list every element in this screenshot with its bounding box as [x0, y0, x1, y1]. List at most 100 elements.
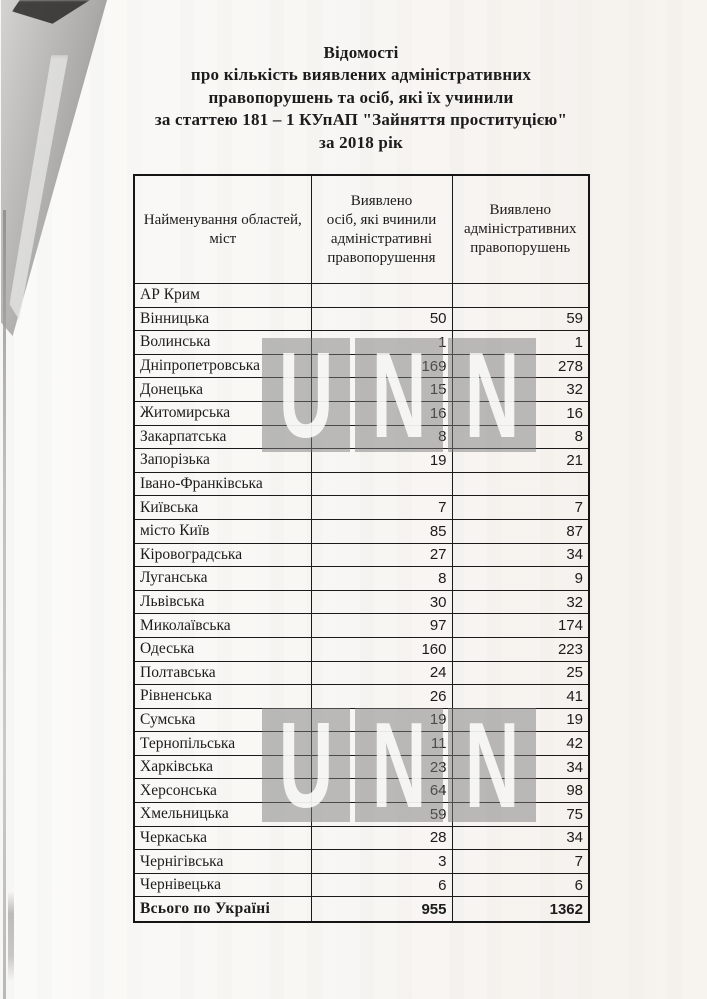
region-cell: Київська: [133, 495, 312, 520]
persons-cell: 16: [310, 400, 453, 426]
header-persons-column: Виявлено осіб, які вчинили адміністратив…: [310, 174, 453, 284]
table-row: Херсонська 64 98: [133, 778, 590, 804]
table-row: Сумська 19 19: [133, 707, 590, 733]
offenses-cell: [451, 283, 590, 308]
offenses-cell: 16: [451, 400, 590, 426]
region-cell: Волинська: [133, 330, 312, 355]
persons-cell: [310, 471, 453, 497]
offenses-cell: 7: [451, 495, 590, 520]
table-row: Закарпатська 8 8: [133, 424, 590, 450]
persons-cell: 15: [310, 377, 453, 402]
offenses-cell: 59: [451, 306, 590, 332]
offenses-table: Найменування областей, міст Виявлено осі…: [133, 174, 590, 924]
offenses-cell: 25: [451, 660, 590, 686]
offenses-cell: 34: [451, 825, 590, 851]
table-row: Львівська 30 32: [133, 589, 590, 615]
table-row: місто Київ 85 87: [133, 518, 590, 544]
region-cell: Одеська: [133, 636, 312, 662]
region-cell: Чернігівська: [133, 849, 312, 874]
offenses-cell: 34: [451, 754, 590, 780]
region-cell: Миколаївська: [133, 613, 312, 638]
table-row: Тернопільська 11 42: [133, 731, 590, 756]
table-row: Вінницька 50 59: [133, 306, 590, 332]
offenses-cell: 9: [451, 566, 590, 591]
region-cell: Кіровоградська: [133, 542, 312, 568]
table-row: Київська 7 7: [133, 495, 590, 520]
offenses-cell: 42: [451, 731, 590, 756]
offenses-cell: [451, 471, 590, 497]
region-cell: місто Київ: [133, 518, 312, 544]
table-row: Черкаська 28 34: [133, 825, 590, 851]
offenses-cell: 223: [451, 636, 590, 662]
table-row: Полтавська 24 25: [133, 660, 590, 686]
offenses-cell: 21: [451, 448, 590, 473]
table-row: Кіровоградська 27 34: [133, 542, 590, 568]
region-cell: Вінницька: [133, 306, 312, 332]
region-cell: Донецька: [133, 377, 312, 402]
table-row: Дніпропетровська 169 278: [133, 353, 590, 379]
region-cell: Чернівецька: [133, 872, 312, 898]
table-row: Рівненська 26 41: [133, 684, 590, 709]
offenses-cell: 6: [451, 872, 590, 898]
offenses-cell: 8: [451, 424, 590, 450]
offenses-cell: 174: [451, 613, 590, 638]
title-line-5: за 2018 рік: [318, 132, 403, 152]
region-cell: Житомирська: [133, 400, 312, 426]
table-row: Харківська 23 34: [133, 754, 590, 780]
offenses-cell: 32: [451, 589, 590, 615]
offenses-cell: 75: [451, 802, 590, 827]
region-cell: Івано-Франківська: [133, 471, 312, 497]
region-cell: АР Крим: [133, 283, 312, 308]
persons-cell: 24: [310, 660, 453, 686]
region-cell: Луганська: [133, 566, 312, 591]
persons-cell: 59: [310, 802, 453, 827]
table-row: Миколаївська 97 174: [133, 613, 590, 638]
persons-cell: 3: [310, 849, 453, 874]
title-line-1: Відомості: [323, 43, 399, 62]
title-line-4: за статтею 181 – 1 КУпАП "Зайняття прост…: [154, 110, 568, 130]
region-cell: Львівська: [133, 589, 312, 615]
header-offenses-column: Виявлено адміністративних правопорушень: [451, 174, 590, 284]
region-cell: Черкаська: [133, 825, 312, 851]
persons-cell: 28: [310, 825, 453, 851]
total-persons-value: 955: [310, 896, 453, 923]
persons-cell: 30: [310, 589, 453, 615]
total-offenses-value: 1362: [451, 896, 590, 923]
persons-cell: 1: [310, 330, 453, 355]
persons-cell: 26: [310, 684, 453, 709]
persons-cell: 169: [310, 353, 453, 379]
offenses-cell: 19: [451, 707, 590, 733]
region-cell: Сумська: [133, 707, 312, 733]
table-row: Чернігівська 3 7: [133, 849, 590, 874]
header-region-column: Найменування областей, міст: [133, 174, 312, 284]
table-row: Хмельницька 59 75: [133, 802, 590, 827]
offenses-cell: 98: [451, 778, 590, 804]
offenses-cell: 87: [451, 518, 590, 544]
scan-artifact-bottom-left-bar: [8, 891, 14, 981]
offenses-cell: 278: [451, 353, 590, 379]
region-cell: Херсонська: [133, 778, 312, 804]
persons-cell: [310, 283, 453, 308]
persons-cell: 19: [310, 707, 453, 733]
table-row: Волинська 1 1: [133, 330, 590, 355]
persons-cell: 19: [310, 448, 453, 473]
title-line-3: правопорушень та осіб, які їх учинили: [208, 87, 514, 107]
persons-cell: 64: [310, 778, 453, 804]
title-line-2: про кількість виявлених адміністративних: [190, 65, 532, 85]
persons-cell: 97: [310, 613, 453, 638]
persons-cell: 7: [310, 495, 453, 520]
region-cell: Харківська: [133, 754, 312, 780]
region-cell: Запорізька: [133, 448, 312, 473]
table-row: Івано-Франківська: [133, 471, 590, 497]
offenses-cell: 7: [451, 849, 590, 874]
persons-cell: 160: [310, 636, 453, 662]
table-row: Запорізька 19 21: [133, 448, 590, 473]
region-cell: Дніпропетровська: [133, 353, 312, 379]
persons-cell: 8: [310, 566, 453, 591]
document-title: Відомості про кількість виявлених адміні…: [16, 42, 706, 154]
region-cell: Хмельницька: [133, 802, 312, 827]
offenses-cell: 41: [451, 684, 590, 709]
table-row: Луганська 8 9: [133, 566, 590, 591]
total-label: Всього по Україні: [133, 896, 312, 923]
